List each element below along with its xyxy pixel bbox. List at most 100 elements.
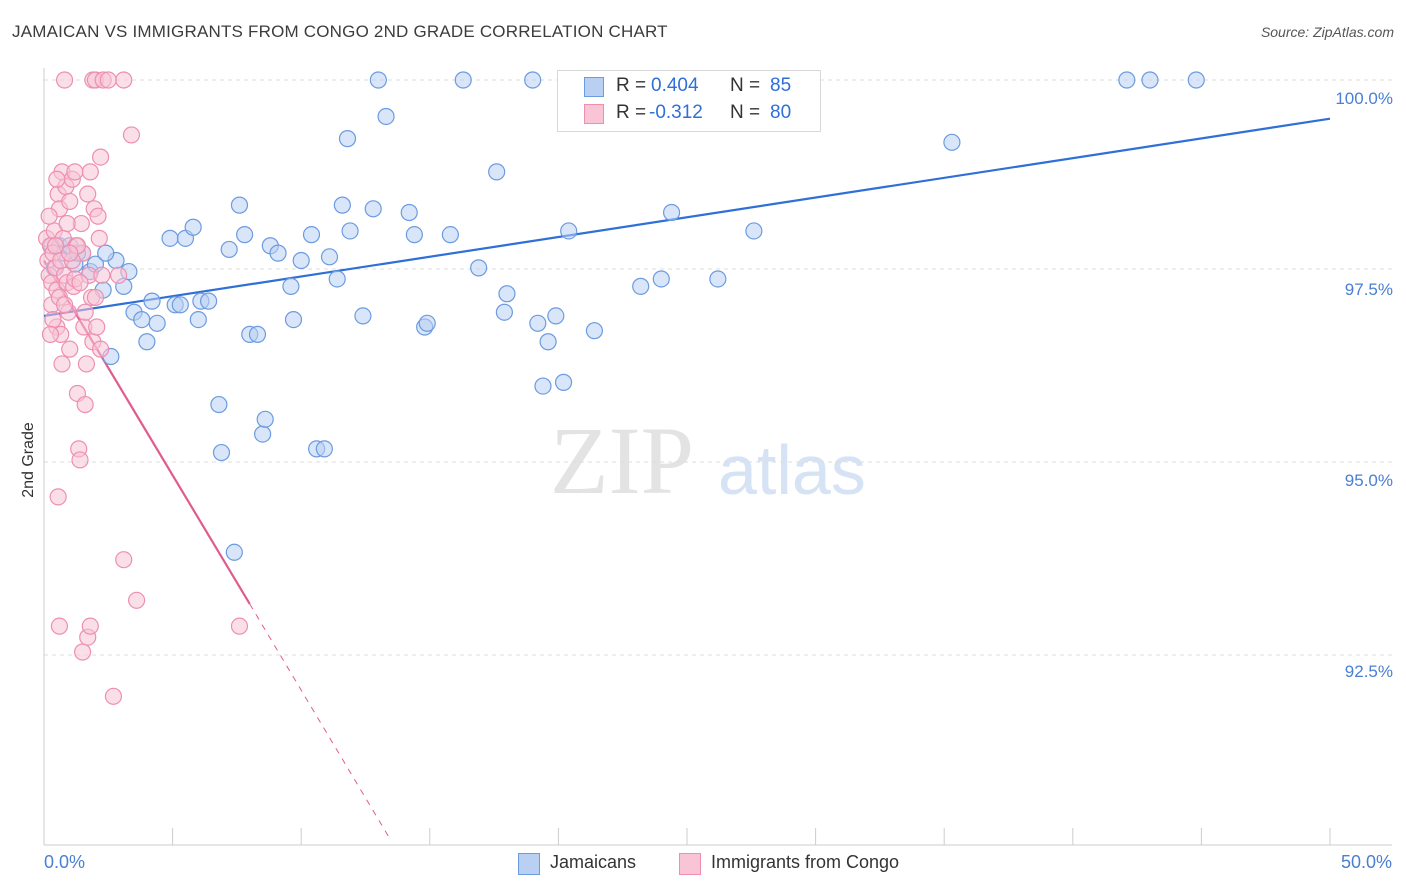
legend-swatch-jamaicans <box>518 853 540 875</box>
point-jamaicans <box>256 410 274 428</box>
point-jamaicans <box>495 303 513 321</box>
point-congo <box>71 274 89 292</box>
point-jamaicans <box>210 395 228 414</box>
point-congo <box>40 207 58 225</box>
stats-swatch-congo <box>584 104 604 124</box>
point-congo <box>46 237 65 255</box>
point-jamaicans <box>1141 71 1159 89</box>
point-congo <box>122 126 141 144</box>
point-jamaicans <box>377 107 395 126</box>
point-congo <box>115 71 133 89</box>
axis-layer <box>43 68 1392 846</box>
point-jamaicans <box>1118 71 1136 89</box>
point-jamaicans <box>284 311 303 329</box>
point-jamaicans <box>529 314 547 332</box>
point-congo <box>86 288 105 307</box>
point-congo <box>61 244 79 262</box>
stats-swatch-jamaicans <box>584 77 604 97</box>
point-congo <box>76 303 94 321</box>
point-congo <box>91 340 110 358</box>
point-jamaicans <box>364 200 382 218</box>
point-congo <box>58 214 76 233</box>
grid-layer <box>44 79 1392 656</box>
point-jamaicans <box>547 307 565 325</box>
legend: Jamaicans Immigrants from Congo <box>0 852 1406 876</box>
point-jamaicans <box>341 222 359 240</box>
point-jamaicans <box>534 377 552 395</box>
stats-r-label: R = <box>616 102 647 123</box>
legend-swatch-congo <box>679 853 701 875</box>
point-congo <box>66 163 84 181</box>
point-congo <box>89 207 107 225</box>
watermark-atlas: atlas <box>718 431 866 509</box>
point-jamaicans <box>269 244 287 262</box>
y-tick-label: 92.5% <box>1345 662 1393 681</box>
point-jamaicans <box>470 259 488 277</box>
point-jamaicans <box>254 425 272 443</box>
point-congo <box>91 148 110 166</box>
point-jamaicans <box>418 314 436 332</box>
point-jamaicans <box>220 240 238 259</box>
point-congo <box>41 325 60 343</box>
point-jamaicans <box>133 311 151 329</box>
point-jamaicans <box>248 325 267 343</box>
point-congo <box>76 395 94 414</box>
stats-r-value: -0.312 <box>649 102 703 123</box>
point-jamaicans <box>524 71 542 89</box>
trend-layer <box>43 117 1331 837</box>
point-jamaicans <box>1187 71 1205 89</box>
chart-title: JAMAICAN VS IMMIGRANTS FROM CONGO 2ND GR… <box>12 22 668 41</box>
point-jamaicans <box>225 543 243 561</box>
point-jamaicans <box>539 333 557 351</box>
point-jamaicans <box>189 311 207 329</box>
y-tick-label: 95.0% <box>1345 471 1393 490</box>
point-congo <box>50 617 69 635</box>
point-congo <box>88 318 106 336</box>
point-jamaicans <box>400 203 418 222</box>
point-jamaicans <box>652 270 670 288</box>
trend-line-congo <box>43 259 251 605</box>
point-jamaicans <box>230 196 249 214</box>
stats-box: R = 0.404 N = 85 R = -0.312 N = 80 <box>557 70 821 132</box>
point-congo <box>109 266 128 284</box>
legend-label-jamaicans: Jamaicans <box>550 852 637 872</box>
point-congo <box>44 311 62 329</box>
point-layer <box>37 71 1205 705</box>
point-jamaicans <box>212 443 231 462</box>
chart-source: Source: ZipAtlas.com <box>1260 24 1394 40</box>
point-jamaicans <box>498 285 516 303</box>
point-congo <box>79 185 97 203</box>
point-jamaicans <box>632 277 650 295</box>
point-jamaicans <box>292 251 310 270</box>
point-jamaicans <box>560 222 578 240</box>
point-congo <box>90 229 108 247</box>
y-tick-label: 100.0% <box>1335 89 1393 108</box>
point-jamaicans <box>171 296 189 314</box>
point-jamaicans <box>138 333 156 351</box>
point-jamaicans <box>282 277 300 295</box>
point-jamaicans <box>328 270 346 288</box>
legend-label-congo: Immigrants from Congo <box>711 852 900 872</box>
point-jamaicans <box>338 130 357 148</box>
point-congo <box>53 355 71 373</box>
point-congo <box>55 71 74 89</box>
point-congo <box>61 192 79 211</box>
point-jamaicans <box>369 71 387 89</box>
watermark-zip: ZIP <box>550 407 694 514</box>
y-axis-label: 2nd Grade <box>20 422 37 498</box>
point-jamaicans <box>143 292 161 310</box>
point-jamaicans <box>97 244 115 262</box>
point-jamaicans <box>354 307 372 325</box>
point-jamaicans <box>320 248 339 266</box>
trend-line-congo-extension <box>249 603 390 837</box>
trend-line-jamaicans <box>43 117 1331 317</box>
y-tick-label: 97.5% <box>1345 280 1393 299</box>
point-congo <box>81 163 99 181</box>
point-jamaicans <box>405 226 423 244</box>
point-jamaicans <box>333 196 351 214</box>
label-layer: 100.0% 97.5% 95.0% 92.5% <box>1335 89 1393 681</box>
point-congo <box>81 617 99 635</box>
point-jamaicans <box>161 229 179 247</box>
point-jamaicans <box>302 226 321 244</box>
